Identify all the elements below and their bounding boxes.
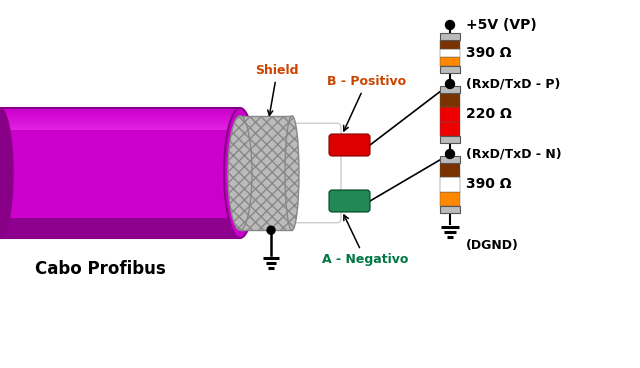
Text: B - Positivo: B - Positivo xyxy=(327,75,406,131)
Bar xyxy=(0,108,240,238)
Bar xyxy=(0,126,240,127)
Ellipse shape xyxy=(285,116,299,230)
Bar xyxy=(0,114,240,115)
FancyBboxPatch shape xyxy=(329,190,370,212)
Bar xyxy=(0,110,240,111)
Text: 390 Ω: 390 Ω xyxy=(466,177,511,191)
Bar xyxy=(0,128,240,129)
Bar xyxy=(0,116,240,117)
Bar xyxy=(440,206,460,213)
Bar xyxy=(440,57,460,66)
Circle shape xyxy=(445,149,454,159)
Ellipse shape xyxy=(0,108,13,238)
Text: (RxD/TxD - N): (RxD/TxD - N) xyxy=(466,148,562,160)
Bar xyxy=(240,116,292,230)
Bar xyxy=(440,40,460,49)
Bar xyxy=(0,125,240,126)
Bar xyxy=(0,115,240,116)
Bar xyxy=(440,177,460,192)
Bar xyxy=(0,218,240,238)
Text: A - Negativo: A - Negativo xyxy=(322,215,408,266)
Text: Cabo Profibus: Cabo Profibus xyxy=(35,260,165,278)
Circle shape xyxy=(445,79,454,88)
Text: (RxD/TxD - P): (RxD/TxD - P) xyxy=(466,78,561,91)
Bar xyxy=(0,127,240,128)
Bar xyxy=(440,163,460,177)
Bar xyxy=(0,121,240,122)
Bar xyxy=(0,118,240,119)
Text: +5V (VP): +5V (VP) xyxy=(466,18,537,32)
Bar xyxy=(0,123,240,124)
Bar xyxy=(0,112,240,113)
Bar xyxy=(240,116,377,230)
Bar xyxy=(440,136,460,143)
Bar xyxy=(440,86,460,93)
Bar xyxy=(0,129,240,130)
Bar xyxy=(0,111,240,112)
FancyBboxPatch shape xyxy=(288,123,341,223)
Ellipse shape xyxy=(228,116,252,230)
Bar xyxy=(440,49,460,57)
FancyBboxPatch shape xyxy=(329,134,370,156)
Text: (DGND): (DGND) xyxy=(466,240,519,252)
Ellipse shape xyxy=(224,108,256,238)
Bar xyxy=(0,117,240,118)
Bar xyxy=(440,107,460,122)
Bar xyxy=(440,66,460,73)
Circle shape xyxy=(445,21,454,29)
Bar xyxy=(0,119,240,120)
Circle shape xyxy=(267,226,275,234)
Bar xyxy=(440,33,460,40)
Text: 390 Ω: 390 Ω xyxy=(466,46,511,60)
Text: 220 Ω: 220 Ω xyxy=(466,107,512,121)
Bar xyxy=(440,192,460,206)
Bar xyxy=(0,124,240,125)
Bar xyxy=(0,113,240,114)
Bar xyxy=(440,156,460,163)
Bar xyxy=(440,93,460,107)
Bar xyxy=(0,120,240,121)
Text: Shield: Shield xyxy=(255,64,299,116)
Bar xyxy=(440,122,460,136)
Bar xyxy=(0,122,240,123)
